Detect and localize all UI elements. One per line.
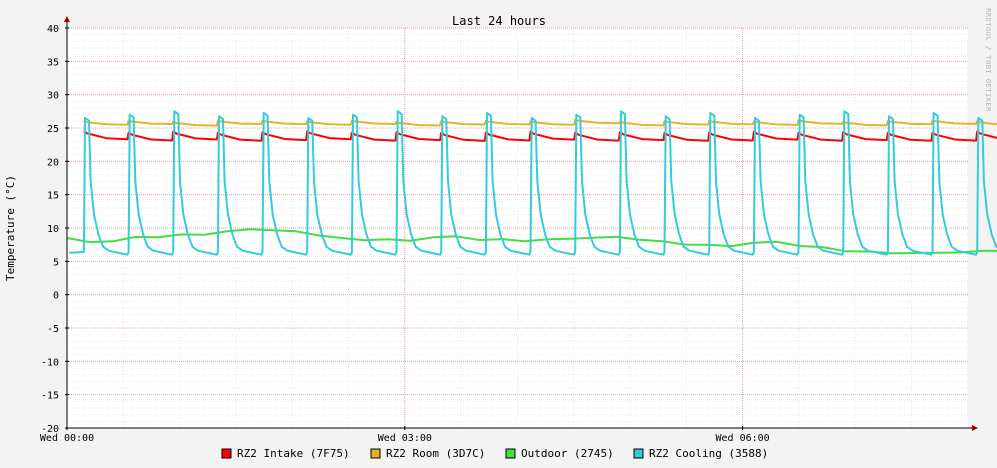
y-tick-label: 20 — [47, 157, 59, 168]
y-tick-label: -15 — [41, 391, 59, 402]
y-tick-label: 35 — [47, 57, 59, 68]
legend: RZ2 Intake (7F75) RZ2 Room (3D7C) Outdoor … — [221, 447, 768, 460]
y-axis-label: Temperature (°C) — [4, 175, 17, 281]
chart-title: Last 24 hours — [452, 14, 546, 28]
series-line-1 — [83, 130, 997, 142]
legend-label: RZ2 Cooling (3588) — [649, 447, 768, 460]
legend-swatch — [370, 448, 381, 459]
x-tick-label: Wed 06:00 — [716, 433, 770, 444]
y-tick-label: 30 — [47, 91, 59, 102]
legend-label: RZ2 Room (3D7C) — [386, 447, 485, 460]
axes — [64, 16, 978, 431]
y-tick-labels: 40 35 30 25 20 15 10 5 0 -5 -10 -15 -20 — [41, 24, 59, 435]
legend-swatch — [505, 448, 516, 459]
x-tick-label: Wed 00:00 — [40, 433, 94, 444]
x-tick-label: Wed 03:00 — [378, 433, 432, 444]
legend-label: RZ2 Intake (7F75) — [237, 447, 350, 460]
grid — [66, 27, 969, 429]
y-axis-arrow — [64, 16, 70, 22]
y-tick-label: 5 — [53, 257, 59, 268]
watermark-text: RRDTOOL / TOBI OETIKER — [984, 8, 992, 112]
y-tick-label: 0 — [53, 291, 59, 302]
y-tick-label: 40 — [47, 24, 59, 35]
y-tick-label: -10 — [41, 357, 59, 368]
legend-swatch — [221, 448, 232, 459]
y-tick-label: -5 — [47, 324, 59, 335]
series-line-4 — [69, 110, 997, 256]
series-line-2 — [83, 118, 997, 127]
series-lines — [66, 110, 997, 256]
y-tick-label: -20 — [41, 424, 59, 435]
y-tick-label: 15 — [47, 191, 59, 202]
series-line-3 — [66, 228, 997, 255]
y-tick-label: 10 — [47, 224, 59, 235]
y-tick-label: 25 — [47, 124, 59, 135]
x-axis-arrow — [972, 425, 978, 431]
legend-swatch — [633, 448, 644, 459]
legend-label: Outdoor (2745) — [521, 447, 614, 460]
